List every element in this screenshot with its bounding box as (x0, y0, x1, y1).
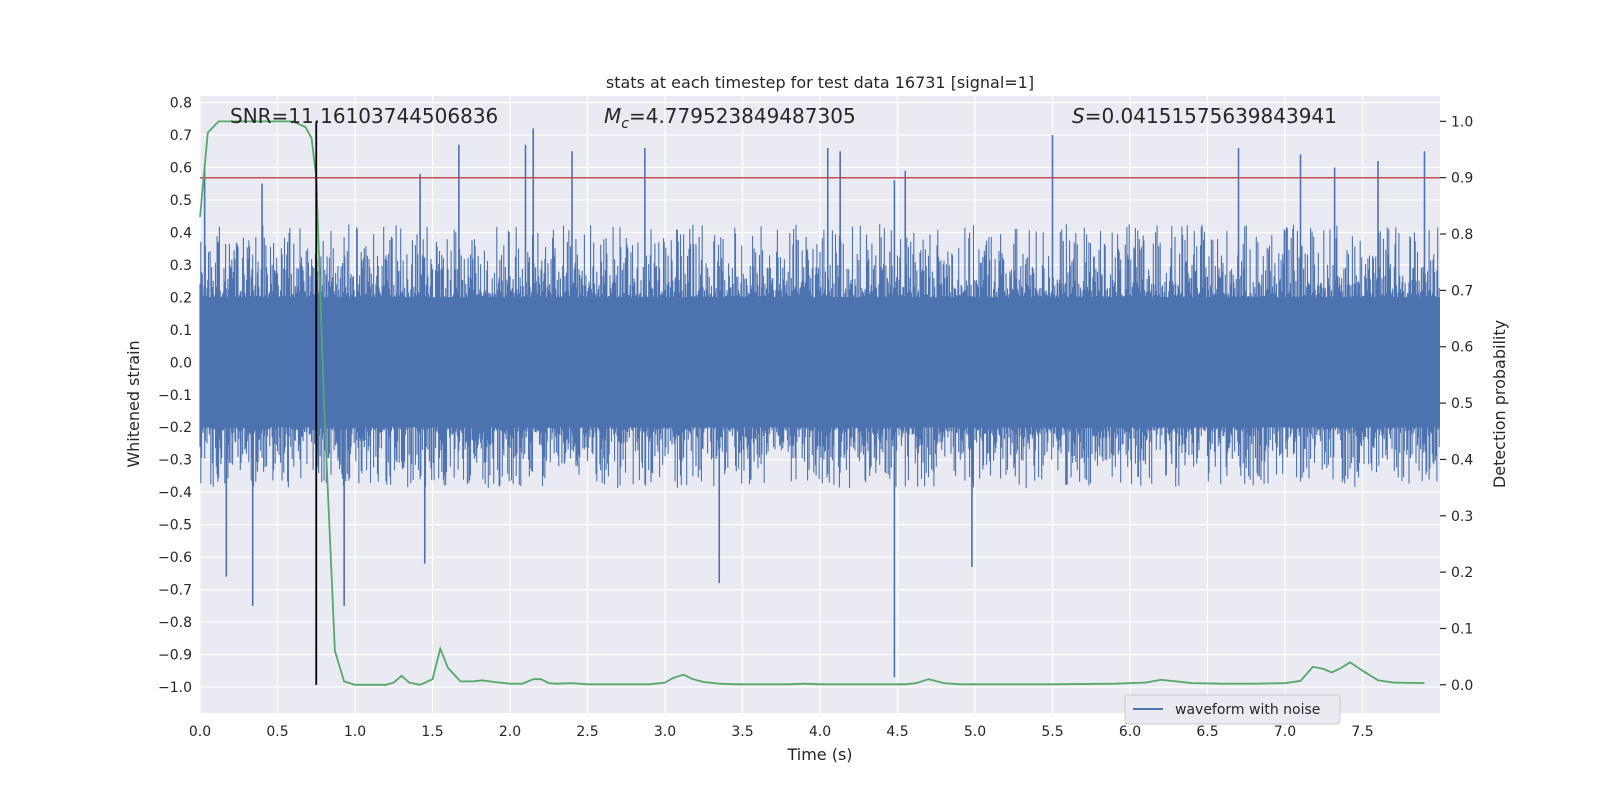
waveform-noise-series (199, 224, 1440, 489)
y2-tick-label: 0.4 (1451, 452, 1473, 468)
y2-tick-label: 0.6 (1451, 340, 1473, 356)
y-tick-label: 0.2 (170, 290, 192, 306)
x-tick-label: 6.0 (1119, 724, 1141, 740)
x-tick-label: 2.0 (499, 724, 521, 740)
y2-tick-label: 0.0 (1451, 678, 1473, 694)
spin-value: =0.04151575639843941 (1085, 104, 1337, 128)
y-tick-label: 0.6 (170, 160, 192, 176)
waveform-spikes (203, 128, 1426, 678)
x-tick-label: 3.5 (731, 724, 753, 740)
y-tick-label: −0.1 (158, 388, 192, 404)
y2-tick-label: 0.7 (1451, 283, 1473, 299)
x-axis-title: Time (s) (786, 745, 852, 764)
y-tick-label: 0.7 (170, 128, 192, 144)
chirp-mass-subscript: c (621, 116, 629, 132)
waveform-core-band (200, 297, 1440, 428)
x-tick-label: 4.0 (809, 724, 831, 740)
spin-symbol: S (1072, 104, 1085, 128)
y-tick-label: 0.1 (170, 323, 192, 339)
y2-tick-label: 0.2 (1451, 565, 1473, 581)
x-tick-label: 7.5 (1351, 724, 1373, 740)
y2-tick-label: 0.3 (1451, 509, 1473, 525)
x-tick-label: 5.0 (964, 724, 986, 740)
legend-label: waveform with noise (1175, 702, 1320, 718)
chart-title: stats at each timestep for test data 167… (606, 73, 1034, 92)
y2-axis-title: Detection probability (1490, 320, 1509, 488)
y-tick-label: −0.7 (158, 583, 192, 599)
x-tick-label: 7.0 (1274, 724, 1296, 740)
y-tick-label: −0.9 (158, 648, 192, 664)
y-tick-label: 0.3 (170, 258, 192, 274)
y-tick-label: 0.8 (170, 95, 192, 111)
y2-tick-label: 0.1 (1451, 621, 1473, 637)
x-tick-label: 1.5 (421, 724, 443, 740)
y2-tick-label: 1.0 (1451, 114, 1473, 130)
x-tick-label: 5.5 (1041, 724, 1063, 740)
y-tick-label: −0.6 (158, 550, 192, 566)
legend-box (1124, 694, 1341, 725)
y-tick-label: −0.5 (158, 518, 192, 534)
chirp-mass-symbol: M (604, 104, 621, 128)
x-tick-label: 4.5 (886, 724, 908, 740)
y-axis-ticks: 0.8 0.7 0.6 0.5 0.4 0.3 0.2 0.1 0.0 −0.1 −0.2 −0.3 −… (158, 95, 192, 696)
y2-axis-ticks: 1.0 0.9 0.8 0.7 0.6 0.5 0.4 0.3 0.2 0.1 0.0 (1440, 114, 1473, 694)
y2-tick-label: 0.8 (1451, 227, 1473, 243)
x-tick-label: 0.0 (189, 724, 211, 740)
chirp-mass-annotation: Mc=4.779523849487305 (604, 104, 856, 132)
y-tick-label: −0.3 (158, 453, 192, 469)
y-tick-label: 0.0 (170, 355, 192, 371)
chirp-mass-value: =4.779523849487305 (629, 104, 856, 128)
y-tick-label: −0.8 (158, 615, 192, 631)
x-tick-label: 2.5 (576, 724, 598, 740)
spin-annotation: S=0.04151575639843941 (1072, 104, 1337, 128)
y-tick-label: −0.4 (158, 485, 192, 501)
y-tick-label: 0.5 (170, 193, 192, 209)
legend: waveform with noise (1124, 694, 1341, 725)
x-axis-ticks: 0.0 0.5 1.0 1.5 2.0 2.5 3.0 3.5 4.0 4.5 5.0 5.5 6.0 6… (189, 724, 1374, 740)
snr-annotation: SNR=11.16103744506836 (230, 104, 498, 128)
x-tick-label: 1.0 (344, 724, 366, 740)
y-tick-label: −1.0 (158, 680, 192, 696)
x-tick-label: 6.5 (1196, 724, 1218, 740)
detection-probability-line (199, 120, 1425, 686)
y2-tick-label: 0.5 (1451, 396, 1473, 412)
y-tick-label: −0.2 (158, 420, 192, 436)
y-tick-label: 0.4 (170, 225, 192, 241)
x-tick-label: 0.5 (266, 724, 288, 740)
y-axis-title: Whitened strain (124, 340, 143, 467)
x-tick-label: 3.0 (654, 724, 676, 740)
y2-tick-label: 0.9 (1451, 171, 1473, 187)
